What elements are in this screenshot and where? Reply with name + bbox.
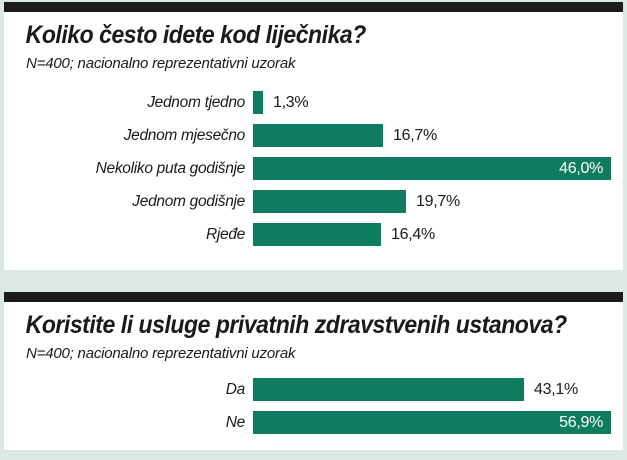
bar-row: Da 43,1% xyxy=(22,378,613,401)
category-label: Jednom tjedno xyxy=(147,94,245,111)
bar-track: 46,0% xyxy=(253,157,611,180)
bar-track: 56,9% xyxy=(253,411,611,434)
panel-body: Koristite li usluge privatnih zdravstven… xyxy=(4,302,623,450)
bar-track: 1,3% xyxy=(253,91,611,114)
value-label: 1,3% xyxy=(273,93,309,111)
category-label: Da xyxy=(225,381,246,398)
bar xyxy=(253,190,406,213)
category-label: Rjeđe xyxy=(206,226,245,243)
top-rule xyxy=(4,2,623,12)
top-rule xyxy=(4,292,623,302)
chart-subtitle: N=400; nacionalno reprezentativni uzorak xyxy=(26,345,296,362)
bar-track: 16,4% xyxy=(253,223,611,246)
chart-title: Koliko često idete kod liječnika? xyxy=(25,21,367,49)
category-label: Nekoliko puta godišnje xyxy=(95,160,246,177)
bar-track: 43,1% xyxy=(253,378,611,401)
value-label: 43,1% xyxy=(534,380,578,398)
bar xyxy=(253,124,383,147)
category-label: Jednom mjesečno xyxy=(123,127,246,144)
value-label: 19,7% xyxy=(416,192,460,210)
section-separator xyxy=(4,270,623,292)
panel-body: Koliko često idete kod liječnika? N=400;… xyxy=(4,12,623,270)
category-label: Ne xyxy=(225,414,246,431)
chart-panel-doctor-visits: Koliko često idete kod liječnika? N=400;… xyxy=(4,2,623,270)
bar-row: Nekoliko puta godišnje 46,0% xyxy=(22,157,613,180)
bar-row: Rjeđe 16,4% xyxy=(22,223,613,246)
bar xyxy=(253,378,524,401)
bar-row: Jednom mjesečno 16,7% xyxy=(22,124,613,147)
category-label: Jednom godišnje xyxy=(132,193,245,210)
chart-panel-private-healthcare: Koristite li usluge privatnih zdravstven… xyxy=(4,292,623,450)
bar xyxy=(253,91,263,114)
bar-track: 16,7% xyxy=(253,124,611,147)
bar-row: Jednom godišnje 19,7% xyxy=(22,190,613,213)
bar xyxy=(253,223,381,246)
chart-subtitle: N=400; nacionalno reprezentativni uzorak xyxy=(26,55,296,72)
bar: 46,0% xyxy=(253,157,611,180)
value-label: 46,0% xyxy=(559,159,603,177)
value-label: 16,4% xyxy=(391,225,435,243)
bar-row: Jednom tjedno 1,3% xyxy=(22,91,613,114)
value-label: 56,9% xyxy=(559,413,603,431)
bar-rows: Da 43,1% Ne 56,9% xyxy=(22,378,613,434)
bar-rows: Jednom tjedno 1,3% Jednom mjesečno 16,7% Nek… xyxy=(22,91,613,246)
infographic: Koliko često idete kod liječnika? N=400;… xyxy=(4,2,623,450)
chart-title: Koristite li usluge privatnih zdravstven… xyxy=(25,311,567,339)
bar-track: 19,7% xyxy=(253,190,611,213)
bar-row: Ne 56,9% xyxy=(22,411,613,434)
bar: 56,9% xyxy=(253,411,611,434)
value-label: 16,7% xyxy=(393,126,437,144)
